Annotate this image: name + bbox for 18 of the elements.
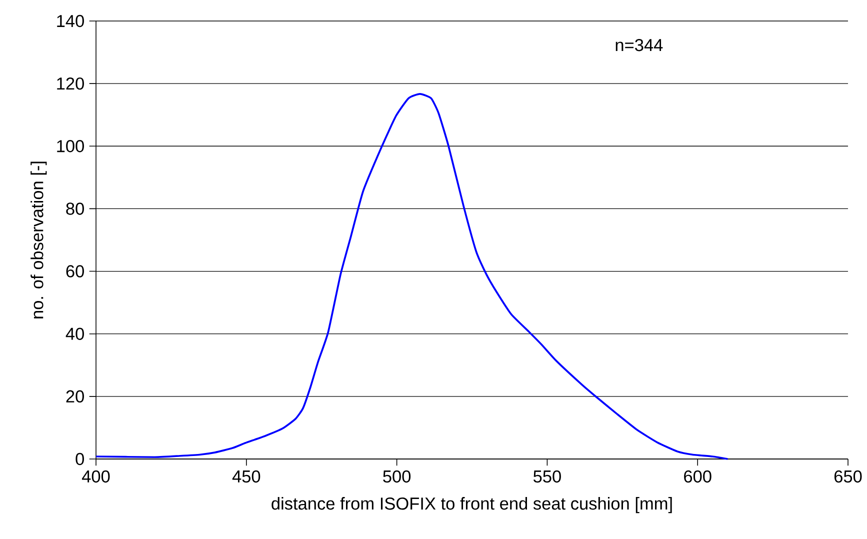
y-tick-label: 60	[66, 265, 84, 278]
x-axis-title: distance from ISOFIX to front end seat cushion [mm]	[272, 497, 672, 514]
annotation: n=344	[616, 38, 663, 52]
x-tick-label: 550	[533, 470, 561, 483]
y-tick-label: 120	[57, 77, 84, 90]
y-tick-label: 100	[57, 140, 84, 152]
y-tick-label: 40	[66, 328, 84, 340]
y-tick-label: 140	[57, 14, 84, 28]
y-tick-label: 20	[66, 390, 84, 403]
x-tick-label: 600	[684, 470, 712, 483]
line-series	[95, 92, 729, 460]
y-axis-title: no. of observation [-]	[30, 162, 47, 318]
x-tick-label: 400	[82, 470, 110, 483]
y-tick-label: 0	[76, 452, 84, 466]
x-tick-label: 500	[383, 470, 411, 483]
y-tick-label: 80	[66, 202, 84, 215]
x-tick-label: 650	[834, 470, 862, 483]
x-tick-label: 450	[232, 470, 260, 483]
